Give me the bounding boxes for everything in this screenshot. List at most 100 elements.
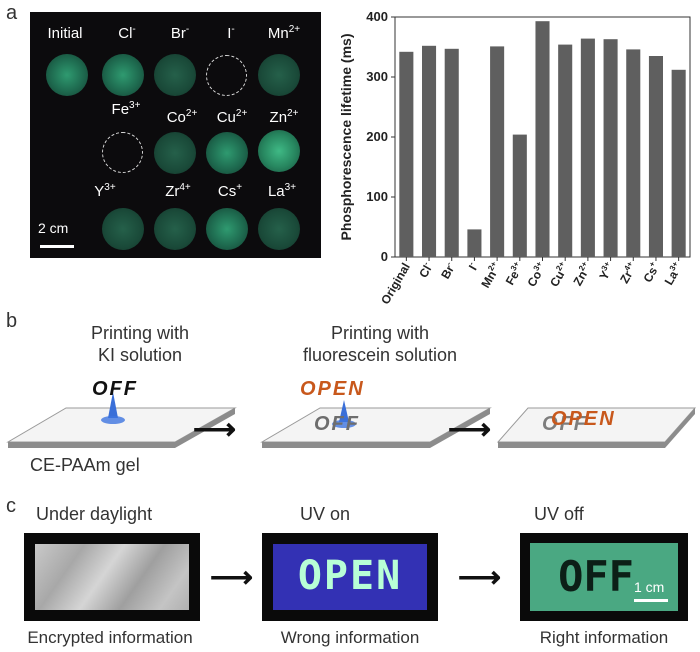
arrow-c1: ⟶ [210, 561, 254, 594]
y-axis-label: Phosphorescence lifetime (ms) [338, 34, 354, 241]
y-tick-label: 300 [366, 69, 388, 84]
gel-slab-3-edge [665, 408, 695, 448]
gel-slab-2-side [262, 442, 430, 448]
gel-uv-on-image: OPEN [273, 544, 427, 610]
well-zr [154, 208, 196, 250]
y-tick-label: 400 [366, 9, 388, 24]
bar-i [467, 229, 482, 257]
display-off-text: OFF [558, 552, 634, 601]
frame-daylight [24, 533, 200, 621]
display-open-text: OPEN [297, 553, 403, 599]
scale-bar-label-c: 1 cm [634, 579, 665, 595]
step2-line1: Printing with [330, 323, 430, 343]
step1-text: Printing with KI solution [50, 322, 230, 366]
well-initial [46, 54, 88, 96]
title-daylight: Under daylight [36, 504, 153, 524]
well-cs [206, 208, 248, 250]
caption-encrypted: Encrypted information [27, 628, 193, 647]
well-label-zn: Zn2+ [269, 108, 299, 126]
x-tick-label: Cl- [415, 260, 435, 280]
gel-slab-3-side [498, 442, 665, 448]
ink-drop-1 [108, 392, 118, 418]
x-tick-label: Cs+ [640, 260, 663, 285]
bar-fe [512, 134, 527, 257]
bar-co [535, 21, 550, 258]
off-word-printing: OFF [92, 378, 138, 400]
phosphorescence-photo: Initial Cl- Br- I- Mn2+ Fe3+ Co2+ Cu2+ Z… [30, 12, 321, 258]
gel-slab-1-edge [175, 408, 235, 448]
arrow-c2: ⟶ [458, 561, 502, 594]
off-word-on-gel-3: OFF [542, 413, 588, 435]
x-tick-label: Br- [437, 260, 458, 282]
caption-right: Right information [539, 628, 669, 647]
arrow-b1: ⟶ [193, 413, 237, 446]
scale-bar-c [634, 599, 668, 602]
y-tick-label: 200 [366, 129, 388, 144]
gel-label: CE-PAAm gel [30, 455, 140, 475]
scale-bar-label-a: 2 cm [38, 220, 69, 236]
x-tick-label: Fe3+ [502, 260, 527, 288]
printing-scheme [6, 392, 697, 448]
ink-drop-2 [339, 400, 349, 422]
frame-uv-off: OFF 1 cm [520, 533, 688, 621]
well-fe [102, 132, 143, 173]
well-br [154, 54, 196, 96]
well-label-br: Br- [170, 24, 190, 42]
bar-cu [558, 44, 573, 257]
x-tick-label: Co3+ [524, 260, 550, 290]
panel-label-c: c [6, 495, 16, 517]
well-i [206, 55, 247, 96]
gel-slab-1-side [8, 442, 175, 448]
bar-la [671, 69, 686, 257]
well-cu [206, 132, 248, 174]
gel-daylight-image [35, 544, 189, 610]
well-cl [102, 54, 144, 96]
step2-text: Printing with fluorescein solution [270, 322, 490, 366]
gel-uv-off-image: OFF 1 cm [530, 543, 678, 611]
well-co [154, 132, 196, 174]
bar-zr [626, 49, 641, 258]
step2-line2: fluorescein solution [302, 345, 458, 365]
bar-cl [422, 45, 437, 257]
y-tick-label: 100 [366, 189, 388, 204]
x-tick-label: Y3+ [596, 260, 618, 283]
well-mn [258, 54, 300, 96]
bar-y [603, 39, 618, 258]
caption-wrong: Wrong information [280, 628, 420, 647]
title-uv-off: UV off [534, 504, 584, 524]
scale-bar-a [40, 245, 74, 248]
well-label-la: La3+ [267, 182, 297, 200]
open-word-printing: OPEN [300, 378, 365, 400]
well-label-co: Co2+ [166, 108, 198, 126]
open-word-on-gel-3: OPEN [551, 408, 616, 430]
well-la [258, 208, 300, 250]
x-tick-label: Original [378, 261, 413, 307]
panel-label-b: b [6, 310, 18, 332]
x-tick-label: Cu2+ [546, 260, 572, 290]
gel-slab-2-edge [430, 408, 490, 448]
bar-cs [648, 56, 663, 257]
title-uv-on: UV on [300, 504, 351, 524]
well-label-fe: Fe3+ [111, 100, 141, 118]
step1-line2: KI solution [97, 345, 183, 365]
arrow-b2: ⟶ [448, 413, 492, 446]
bar-br [444, 48, 459, 257]
well-label-initial: Initial [47, 25, 83, 42]
x-tick-label: Zn2+ [570, 260, 595, 288]
well-y [102, 208, 144, 250]
lifetime-bar-chart: 0 100 200 300 400 Phosphorescence lifetime (m… [338, 9, 691, 307]
x-tick-label: Zr4+ [616, 260, 640, 286]
bar-mn [490, 46, 505, 258]
well-label-i: I- [227, 24, 235, 42]
x-tick-label: I- [465, 260, 481, 273]
x-tick-label: Mn2+ [477, 260, 503, 291]
ink-spot-2 [332, 420, 356, 428]
bar-original [399, 51, 414, 257]
well-label-cs: Cs+ [217, 182, 243, 200]
y-tick-label: 0 [381, 249, 388, 264]
well-label-y: Y3+ [94, 182, 116, 200]
well-label-zr: Zr4+ [165, 182, 191, 200]
step1-line1: Printing with [90, 323, 190, 343]
off-word-on-gel-2: OFF [314, 413, 360, 435]
ink-spot-1 [101, 416, 125, 424]
